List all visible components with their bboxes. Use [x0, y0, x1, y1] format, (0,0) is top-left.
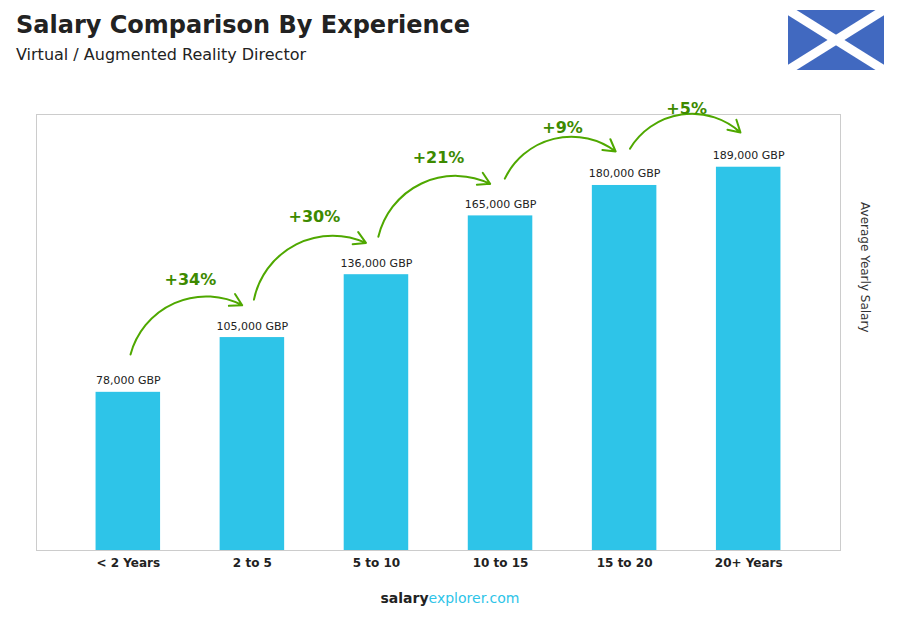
svg-text:189,000 GBP: 189,000 GBP — [713, 149, 785, 162]
html-text:salary explorer.com: salary explorer.com — [380, 590, 520, 606]
svg-text:+21%: +21% — [413, 148, 465, 167]
svg-text:+34%: +34% — [165, 270, 217, 289]
html-text:Virtual / Augmented Reality Di: Virtual / Augmented Reality Director — [16, 45, 307, 64]
svg-text:20+ Years: 20+ Years — [715, 556, 783, 570]
svg-text:105,000 GBP: 105,000 GBP — [217, 320, 289, 333]
svg-text:136,000 GBP: 136,000 GBP — [341, 257, 413, 270]
svg-text:+5%: +5% — [666, 99, 707, 118]
svg-text:< 2 Years: < 2 Years — [96, 556, 160, 570]
svg-text:165,000 GBP: 165,000 GBP — [465, 198, 537, 211]
svg-text:+9%: +9% — [542, 118, 583, 137]
svg-text:180,000 GBP: 180,000 GBP — [589, 167, 661, 180]
html-text:Salary Comparison By Experienc: Salary Comparison By Experience — [16, 11, 471, 39]
svg-text:Average Yearly Salary: Average Yearly Salary — [858, 202, 872, 332]
svg-text:15 to 20: 15 to 20 — [597, 556, 653, 570]
svg-text:+30%: +30% — [289, 207, 341, 226]
svg-text:78,000 GBP: 78,000 GBP — [96, 374, 161, 387]
svg-text:5 to 10: 5 to 10 — [353, 556, 400, 570]
svg-text:10 to 15: 10 to 15 — [473, 556, 529, 570]
svg-text:2 to 5: 2 to 5 — [233, 556, 272, 570]
